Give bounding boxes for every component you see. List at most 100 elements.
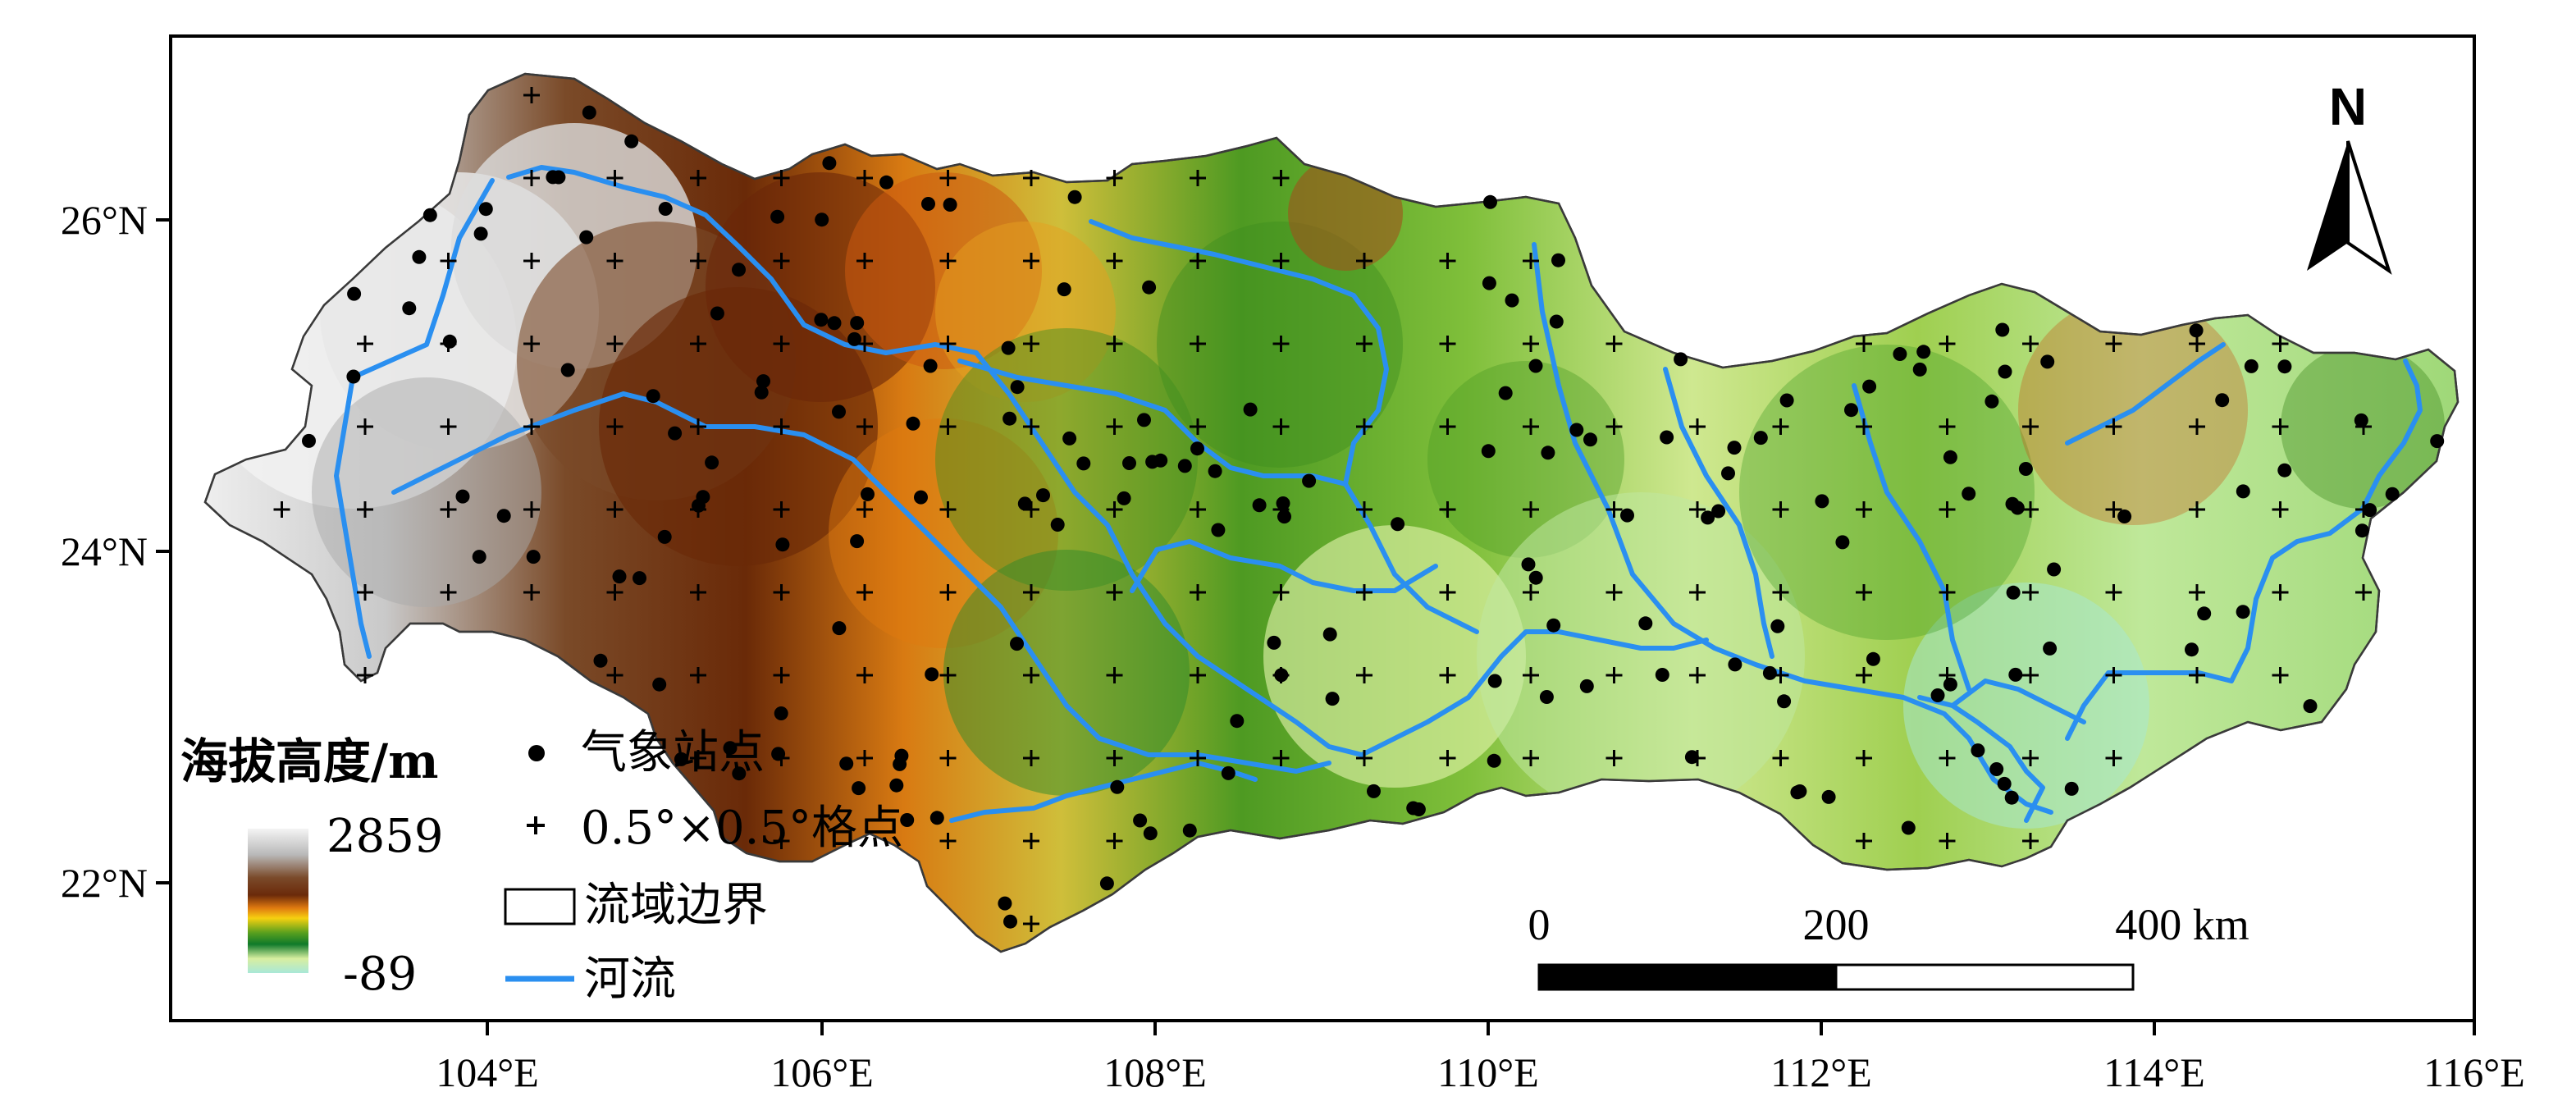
river-segment — [1089, 219, 1479, 634]
grid-point — [856, 667, 873, 683]
grid-point — [1605, 418, 1623, 435]
grid-point — [1772, 584, 1789, 601]
weather-station — [2363, 503, 2377, 518]
grid-point — [1523, 418, 1539, 435]
weather-station — [346, 369, 361, 384]
river-segment — [334, 178, 495, 659]
weather-station — [1302, 473, 1317, 488]
north-arrow-icon-left — [2307, 141, 2348, 271]
weather-station — [1142, 280, 1157, 295]
grid-point — [1939, 833, 1956, 849]
grid-point — [2022, 418, 2039, 435]
grid-point — [1939, 336, 1956, 352]
weather-station — [1701, 510, 1715, 525]
weather-station — [1010, 637, 1024, 651]
grid-point — [939, 170, 957, 186]
weather-station — [668, 426, 683, 441]
grid-point — [2189, 336, 2205, 352]
grid-point — [1523, 750, 1539, 766]
weather-station — [1762, 665, 1777, 680]
weather-station — [1177, 459, 1192, 473]
weather-station — [1541, 446, 1555, 460]
grid-point — [2022, 501, 2039, 518]
river-segment — [957, 359, 1348, 487]
weather-station — [1862, 379, 1877, 394]
weather-station — [412, 249, 427, 264]
relief-patch — [1477, 492, 1805, 820]
weather-station — [1638, 616, 1653, 631]
weather-station — [1901, 820, 1916, 835]
river-segment — [1663, 367, 1774, 659]
weather-station — [1539, 690, 1554, 704]
grid-point — [523, 87, 540, 103]
basin-boundary — [203, 72, 2460, 953]
stations-layer — [302, 105, 2445, 929]
river-network — [334, 165, 2423, 823]
grid-point — [1023, 584, 1039, 601]
weather-station — [579, 230, 594, 244]
grid-point — [606, 336, 623, 352]
weather-station — [2236, 605, 2250, 619]
weather-station — [1943, 450, 1957, 464]
grid-point — [2272, 336, 2289, 352]
weather-station — [2064, 781, 2079, 796]
weather-station — [906, 416, 920, 431]
weather-station — [2018, 462, 2033, 476]
longitude-tick-label: 106°E — [770, 1049, 874, 1095]
weather-station — [1989, 762, 2004, 776]
weather-station — [1391, 517, 1405, 532]
relief-patch — [312, 377, 541, 607]
grid-point — [1272, 170, 1290, 186]
latitude-tick-label: 22°N — [61, 860, 148, 906]
grid-point — [1689, 418, 1706, 435]
weather-station — [852, 781, 866, 796]
weather-station — [832, 621, 847, 636]
weather-station — [657, 529, 672, 544]
grid-point-legend-icon — [527, 816, 545, 834]
weather-station — [1076, 456, 1091, 471]
grid-point — [1356, 667, 1372, 683]
grid-point — [1605, 584, 1623, 601]
weather-station — [1153, 453, 1168, 468]
grid-point — [1523, 667, 1539, 683]
weather-station — [1655, 668, 1669, 682]
latitude-tick-label: 26°N — [61, 197, 148, 243]
grid-point — [1106, 253, 1123, 269]
grid-point — [523, 501, 540, 518]
grid-point — [690, 750, 706, 766]
longitude-axis: 104°E 106°E 108°E 110°E 112°E 114°E 116°E — [436, 1021, 2525, 1095]
weather-station — [1411, 802, 1426, 816]
longitude-tick-label: 104°E — [436, 1049, 539, 1095]
grid-point — [1439, 667, 1456, 683]
grid-point — [856, 750, 873, 766]
grid-point — [1939, 418, 1956, 435]
weather-station — [1995, 322, 2010, 337]
weather-station — [1753, 431, 1768, 446]
grid-point — [1272, 418, 1290, 435]
weather-station — [612, 569, 627, 584]
weather-station — [1322, 627, 1337, 642]
weather-station — [560, 363, 575, 377]
weather-station — [496, 509, 511, 523]
weather-station — [1821, 789, 1836, 804]
grid-point — [773, 584, 790, 601]
weather-station — [1943, 677, 1957, 692]
grid-point — [1190, 170, 1206, 186]
grid-point — [1023, 253, 1039, 269]
grid-point — [606, 501, 623, 518]
scale-label-400: 400 km — [2115, 900, 2249, 949]
river-segment — [2065, 342, 2226, 446]
weather-station — [2354, 413, 2368, 427]
weather-station — [1660, 430, 1674, 445]
scale-bar: 0 200 400 km — [1528, 900, 2249, 991]
weather-station — [756, 374, 770, 389]
weather-station — [1528, 359, 1543, 373]
scale-label-0: 0 — [1528, 900, 1551, 949]
grid-point — [1523, 501, 1539, 518]
grid-point — [2189, 501, 2205, 518]
weather-station — [2010, 500, 2025, 515]
weather-station — [2004, 790, 2019, 805]
weather-station — [723, 741, 738, 756]
weather-station — [1267, 635, 1281, 650]
